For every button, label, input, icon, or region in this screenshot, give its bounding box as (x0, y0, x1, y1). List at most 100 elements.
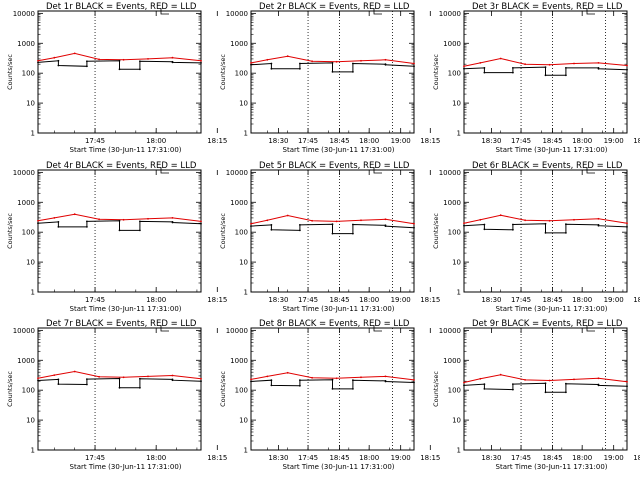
data-point-black (118, 229, 121, 232)
chart-panel-8: Det 8r BLACK = Events, RED = LLD 1 10 100 10… (219, 319, 624, 471)
y-tick-label: 10 (452, 417, 461, 425)
data-point-black (299, 67, 301, 70)
data-point-black (86, 383, 88, 386)
data-point-red (413, 222, 415, 225)
x-tick-label: 17:45 (511, 296, 531, 304)
y-tick-label: 10000 (439, 10, 461, 18)
data-point-black (250, 63, 252, 66)
y-tick-label: 10 (239, 259, 248, 267)
data-point-red (122, 218, 125, 221)
data-point-red (524, 379, 526, 381)
data-point-black (86, 65, 88, 68)
data-point-black (331, 223, 334, 226)
data-point-black (544, 232, 547, 234)
y-tick-label: 10000 (226, 169, 248, 177)
y-tick-label: 10000 (226, 10, 248, 18)
data-point-black (171, 221, 174, 224)
x-tick-label: 18:15 (420, 296, 440, 304)
data-point-red (311, 376, 313, 379)
y-tick-label: 10000 (13, 327, 35, 335)
data-point-red (479, 377, 482, 380)
data-point-black (200, 380, 202, 383)
plot-frame (463, 327, 628, 451)
data-point-red (53, 374, 56, 376)
corner-marker (160, 8, 169, 15)
data-point-black (512, 383, 514, 385)
y-tick-label: 100 (22, 229, 35, 237)
data-point-black (483, 383, 486, 385)
data-point-red (360, 376, 362, 379)
chart-panel-9: Det 9r BLACK = Events, RED = LLD 1 10 100 10… (432, 319, 640, 471)
data-point-red (147, 58, 149, 60)
x-tick-label: 18:15 (207, 296, 227, 304)
data-point-black (270, 67, 273, 70)
series-line-red (250, 55, 415, 64)
data-point-black (512, 223, 514, 226)
x-tick-label: 18:15 (633, 454, 640, 462)
data-point-black (512, 388, 514, 391)
data-point-red (311, 60, 313, 63)
x-axis-label: Start Time (30-Jun-11 17:31:00) (283, 146, 395, 154)
chart-title: Det 8r BLACK = Events, RED = LLD (259, 319, 410, 329)
data-point-red (479, 62, 482, 64)
data-point-red (499, 373, 502, 376)
y-tick-label: 1000 (230, 357, 248, 365)
x-tick-label: 18:00 (572, 454, 592, 462)
y-axis-label: Counts/sec (219, 371, 227, 407)
x-tick-label: 19:00 (604, 454, 624, 462)
y-tick-label: 100 (22, 387, 35, 395)
data-point-red (147, 375, 149, 378)
data-point-red (98, 218, 100, 221)
x-tick-label: 17:45 (298, 137, 318, 145)
data-point-black (331, 71, 334, 73)
data-point-red (597, 377, 600, 380)
y-tick-label: 100 (235, 229, 248, 237)
y-axis-label: Counts/sec (6, 54, 14, 90)
series-line-red (463, 374, 628, 383)
y-tick-label: 10 (239, 417, 248, 425)
x-tick-label: 17:45 (298, 454, 318, 462)
data-point-black (626, 385, 628, 388)
data-point-red (122, 58, 125, 61)
data-point-black (463, 384, 465, 387)
data-point-black (57, 59, 60, 62)
x-tick-label: 18:30 (481, 296, 501, 304)
y-tick-label: 1 (244, 447, 248, 455)
plot-frame (463, 169, 628, 293)
data-point-red (266, 219, 269, 222)
data-point-black (463, 67, 465, 70)
data-point-red (413, 379, 415, 381)
y-tick-label: 100 (448, 387, 461, 395)
data-point-black (250, 225, 252, 228)
data-point-black (57, 221, 60, 223)
y-tick-label: 10000 (226, 327, 248, 335)
series-line-red (37, 370, 202, 380)
y-tick-label: 10000 (439, 327, 461, 335)
data-point-black (483, 228, 486, 231)
data-point-black (544, 382, 547, 385)
data-point-black (57, 378, 60, 381)
series-line-black (463, 382, 628, 393)
y-tick-label: 1 (244, 130, 248, 138)
data-point-black (118, 68, 121, 71)
x-tick-label: 18:15 (420, 454, 440, 462)
x-axis-label: Start Time (30-Jun-11 17:31:00) (496, 146, 608, 154)
y-tick-label: 1000 (230, 199, 248, 207)
data-point-red (73, 213, 76, 216)
y-tick-label: 10000 (13, 169, 35, 177)
x-tick-label: 18:30 (481, 454, 501, 462)
data-point-black (299, 379, 301, 382)
data-point-black (299, 224, 301, 226)
data-point-black (565, 382, 567, 385)
data-point-black (483, 71, 486, 74)
x-tick-label: 18:15 (633, 137, 640, 145)
plot-frame (37, 327, 202, 451)
data-point-red (413, 62, 415, 65)
x-tick-label: 18:00 (146, 454, 166, 462)
data-point-black (139, 377, 141, 380)
series-line-black (250, 223, 415, 235)
series-line-red (463, 57, 628, 67)
x-tick-label: 18:00 (146, 137, 166, 145)
y-tick-label: 1 (31, 130, 35, 138)
data-point-black (565, 391, 567, 394)
